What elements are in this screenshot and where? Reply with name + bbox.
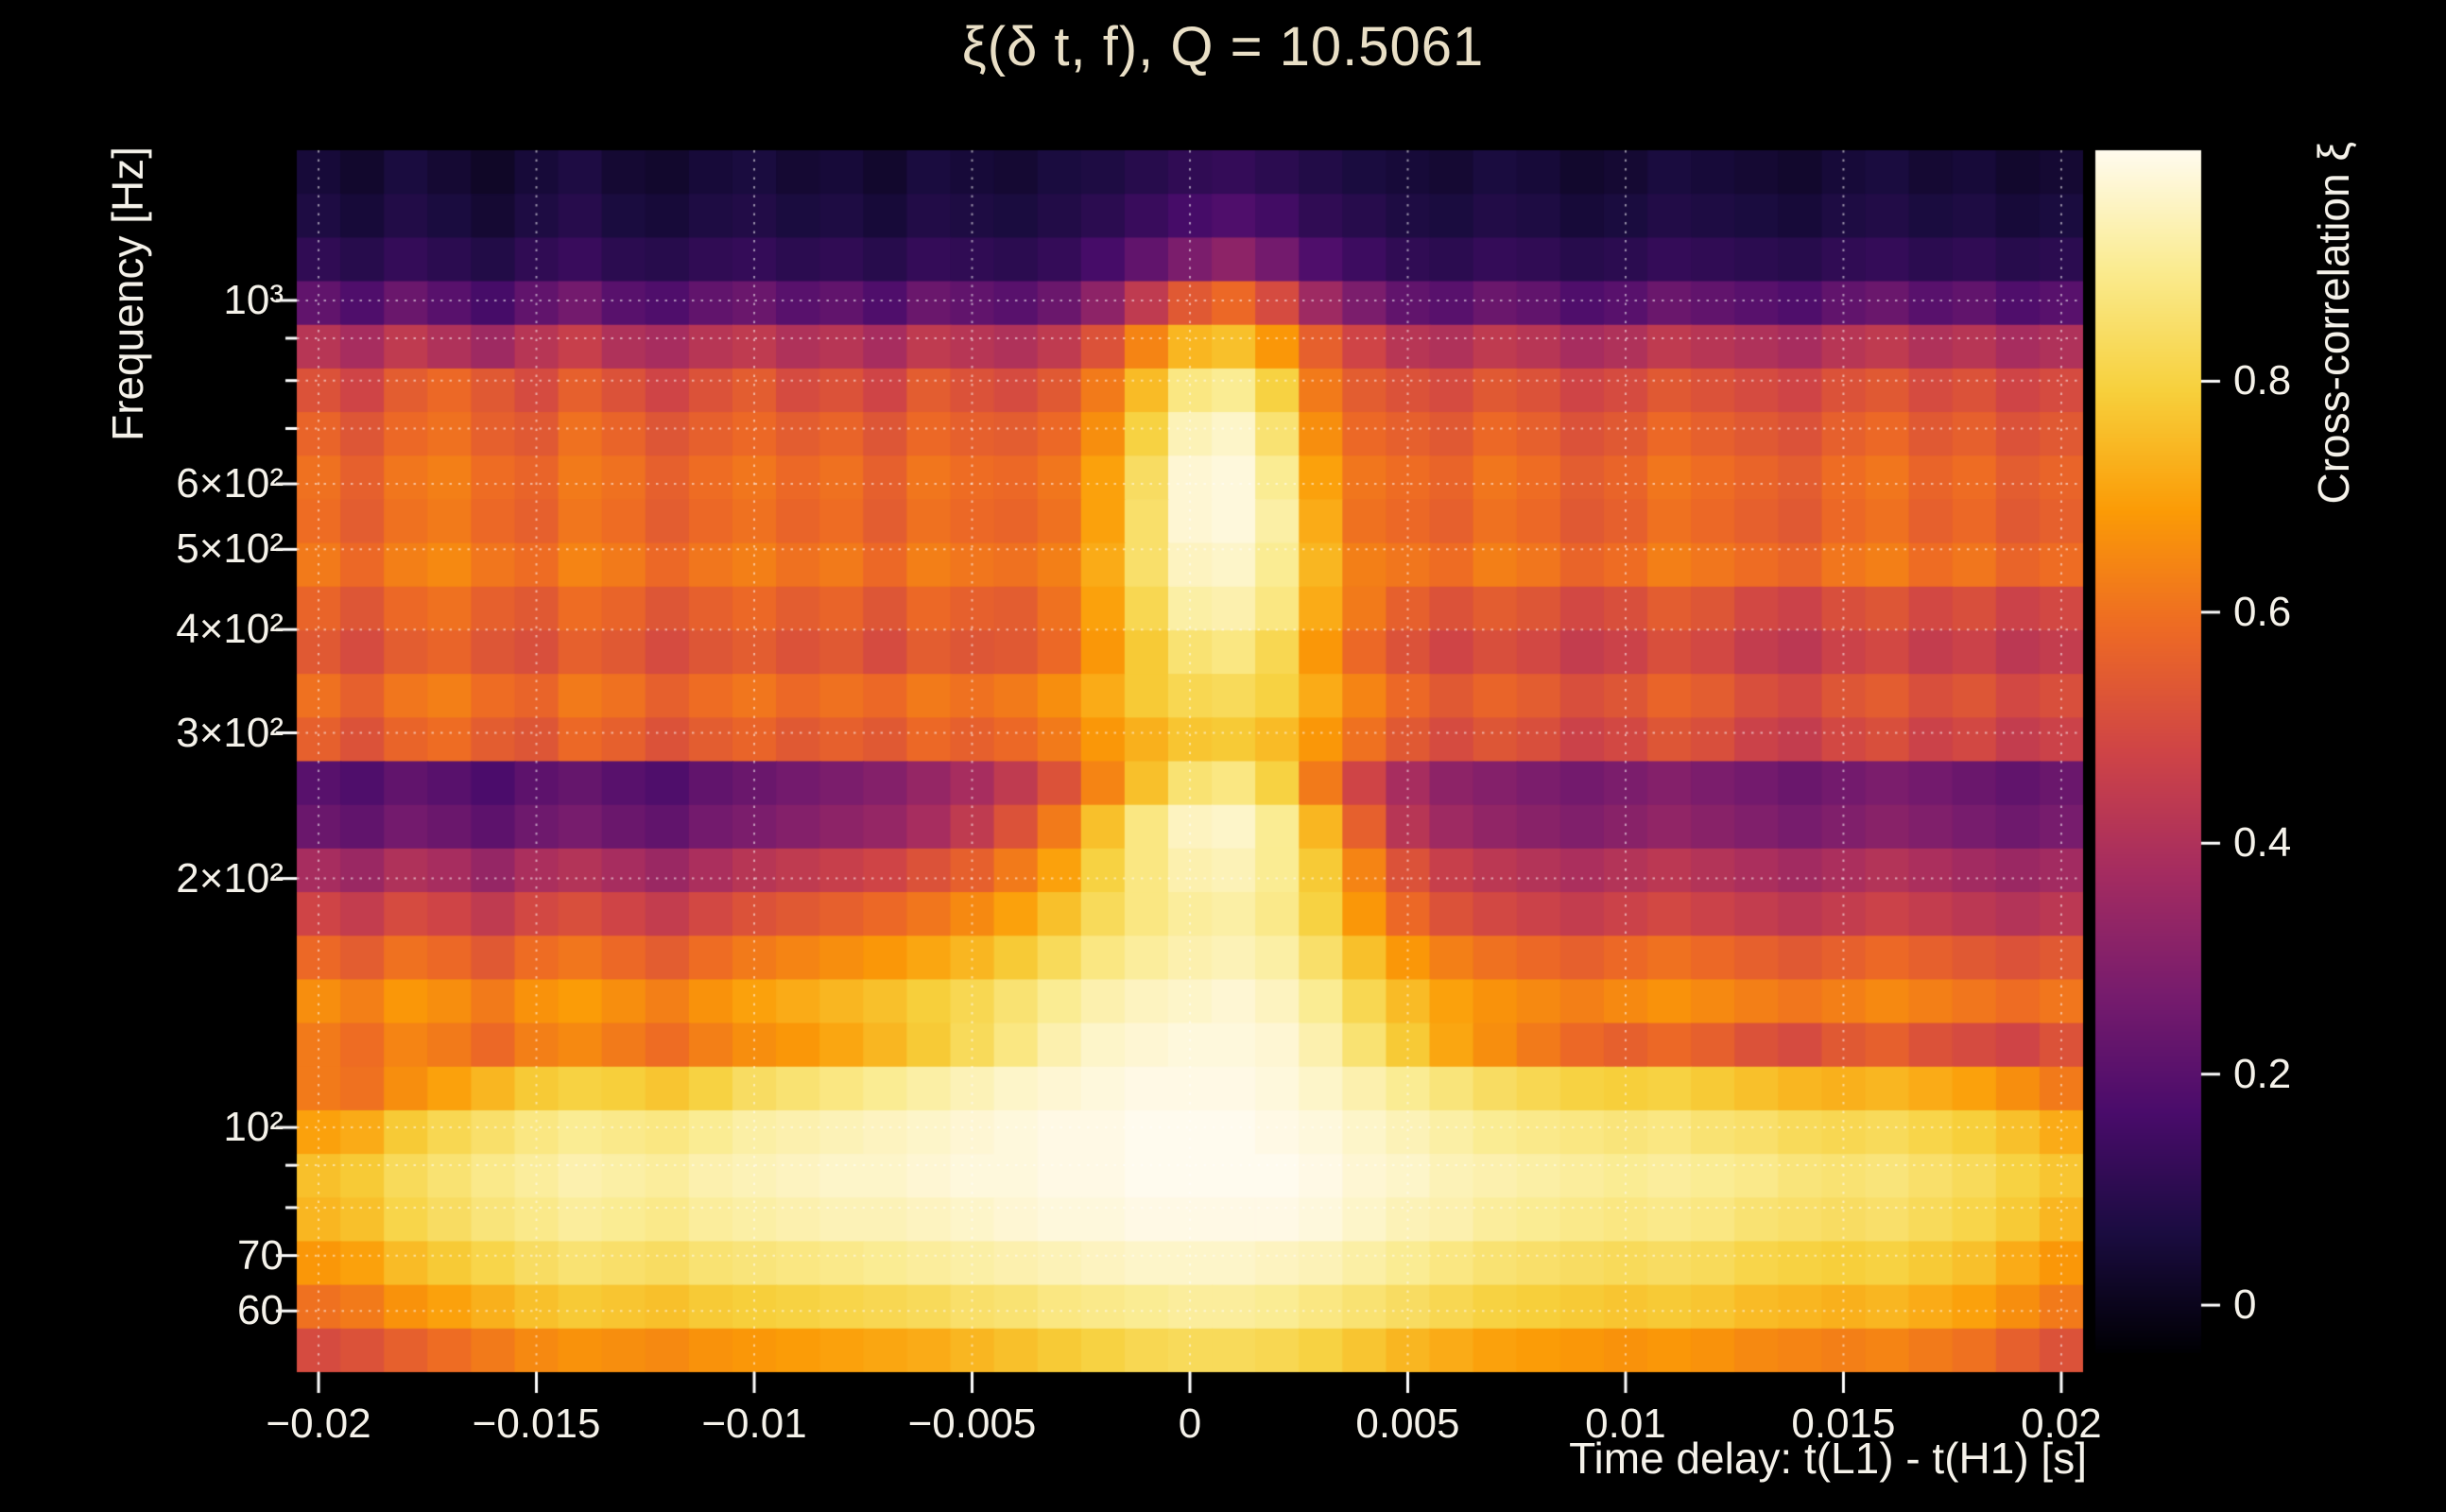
- chart-title: ξ(δ t, f), Q = 10.5061: [961, 16, 1485, 77]
- y-tick-label: 2×10²: [176, 854, 284, 902]
- y-tick-label: 3×10²: [176, 709, 284, 756]
- y-tick-label: 10³: [223, 276, 284, 323]
- y-tick-label: 4×10²: [176, 606, 284, 653]
- x-tick-label: −0.005: [907, 1400, 1037, 1447]
- x-tick-label: 0.01: [1585, 1400, 1666, 1447]
- colorbar-label: Cross-correlation ξ: [2309, 142, 2358, 505]
- colorbar-tick-label: 0.8: [2233, 357, 2292, 404]
- x-axis-label: Time delay: t(L1) - t(H1) [s]: [1569, 1434, 2087, 1483]
- x-tick-label: 0: [1178, 1400, 1202, 1447]
- colorbar-tick-label: 0.2: [2233, 1050, 2292, 1097]
- y-tick-label: 5×10²: [176, 525, 284, 573]
- y-tick-label: 60: [237, 1287, 284, 1334]
- x-tick-label: 0.02: [2021, 1400, 2102, 1447]
- x-tick-label: −0.02: [266, 1400, 371, 1447]
- colorbar-tick-label: 0.6: [2233, 588, 2292, 635]
- x-tick-label: 0.005: [1355, 1400, 1460, 1447]
- x-tick-label: 0.015: [1791, 1400, 1896, 1447]
- y-tick-label: 70: [237, 1231, 284, 1279]
- x-tick-label: −0.01: [701, 1400, 807, 1447]
- colorbar-tick-label: 0: [2233, 1281, 2257, 1329]
- colorbar-tick-label: 0.4: [2233, 819, 2292, 867]
- y-tick-label: 6×10²: [176, 460, 284, 507]
- y-tick-label: 10²: [223, 1104, 284, 1151]
- x-tick-label: −0.015: [472, 1400, 601, 1447]
